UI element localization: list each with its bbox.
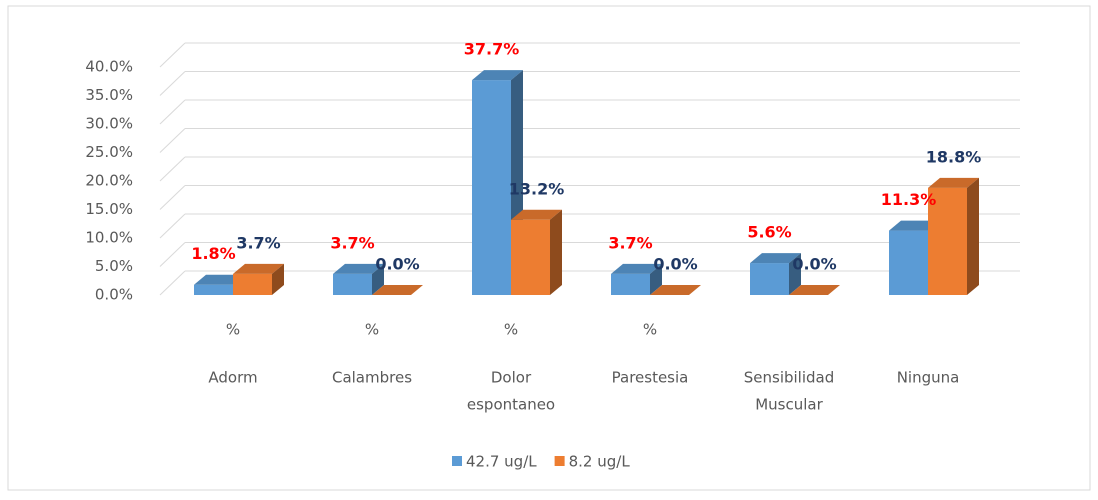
bar-face [372, 285, 423, 295]
x-tick-label: espontaneo [467, 396, 555, 414]
bar-face [750, 253, 801, 264]
value-label: 0.0% [375, 255, 419, 274]
bar-face [550, 209, 562, 295]
bar-face [889, 220, 940, 231]
grid-side [159, 213, 186, 239]
x-tick-label: % [226, 321, 240, 339]
legend-label: 8.2 ug/L [569, 453, 631, 471]
value-label: 0.0% [792, 255, 836, 274]
bar-face [650, 263, 662, 295]
bar-face [194, 284, 233, 295]
y-tick-label: 10.0% [85, 229, 133, 247]
x-tick-label: Ninguna [897, 369, 960, 387]
value-label: 13.2% [509, 179, 565, 198]
value-label: 11.3% [881, 190, 937, 209]
grid-side [159, 71, 186, 96]
bar [333, 263, 384, 295]
bar-face [611, 263, 662, 274]
bar-face [194, 274, 245, 285]
bar [611, 263, 662, 295]
bar [233, 263, 284, 295]
x-tick-label: Muscular [755, 396, 823, 414]
y-tick-label: 25.0% [85, 143, 133, 161]
bar-face [333, 263, 384, 274]
bar-face [372, 263, 384, 295]
grid-side [159, 99, 186, 125]
y-tick-label: 35.0% [85, 86, 133, 104]
bar-face [967, 177, 979, 295]
bar-face [233, 263, 284, 274]
bar-face [928, 187, 967, 295]
bar-face [750, 263, 789, 295]
bar-face [472, 70, 523, 81]
value-label: 1.8% [191, 244, 235, 263]
y-tick-label: 0.0% [95, 286, 133, 304]
x-tick-label: % [365, 321, 379, 339]
x-tick-label: % [504, 321, 518, 339]
bar-face [611, 273, 650, 295]
value-label: 0.0% [653, 255, 697, 274]
value-label: 5.6% [747, 223, 791, 242]
bar [750, 253, 801, 295]
grid-side [159, 270, 186, 296]
bar-face [333, 273, 372, 295]
y-tick-label: 15.0% [85, 200, 133, 218]
y-tick-label: 5.0% [95, 257, 133, 275]
bar [789, 285, 840, 295]
y-tick-label: 20.0% [85, 172, 133, 190]
value-label: 37.7% [464, 40, 520, 59]
x-tick-label: Adorm [208, 369, 257, 387]
bar-face [650, 285, 701, 295]
grid-side [159, 242, 186, 267]
value-label: 18.8% [926, 147, 982, 166]
legend-label: 42.7 ug/L [466, 453, 537, 471]
y-tick-label: 30.0% [85, 115, 133, 133]
value-label: 3.7% [608, 233, 652, 252]
grid-side [159, 156, 186, 182]
legend-swatch [554, 456, 565, 466]
x-tick-label: Sensibilidad [744, 369, 835, 387]
bar-face [233, 273, 272, 295]
grid-side [159, 128, 186, 153]
bar-face [272, 263, 284, 295]
bar-face [511, 219, 550, 295]
bar-face [511, 209, 562, 220]
grid-side [159, 185, 186, 210]
x-tick-label: Calambres [332, 369, 412, 387]
bar [511, 209, 562, 295]
bar [650, 285, 701, 295]
x-tick-label: Parestesia [612, 369, 689, 387]
bar-face [472, 80, 511, 295]
x-tick-label: % [643, 321, 657, 339]
bar-face [928, 177, 979, 188]
y-tick-label: 40.0% [85, 58, 133, 76]
x-tick-label: Dolor [491, 369, 532, 387]
bar [928, 177, 979, 295]
grid-side [159, 42, 186, 68]
bar-face [789, 253, 801, 295]
bar-face [889, 230, 928, 295]
bar [372, 285, 423, 295]
value-label: 3.7% [236, 233, 280, 252]
value-label: 3.7% [330, 233, 374, 252]
bar-face [789, 285, 840, 295]
legend-swatch [452, 456, 462, 466]
